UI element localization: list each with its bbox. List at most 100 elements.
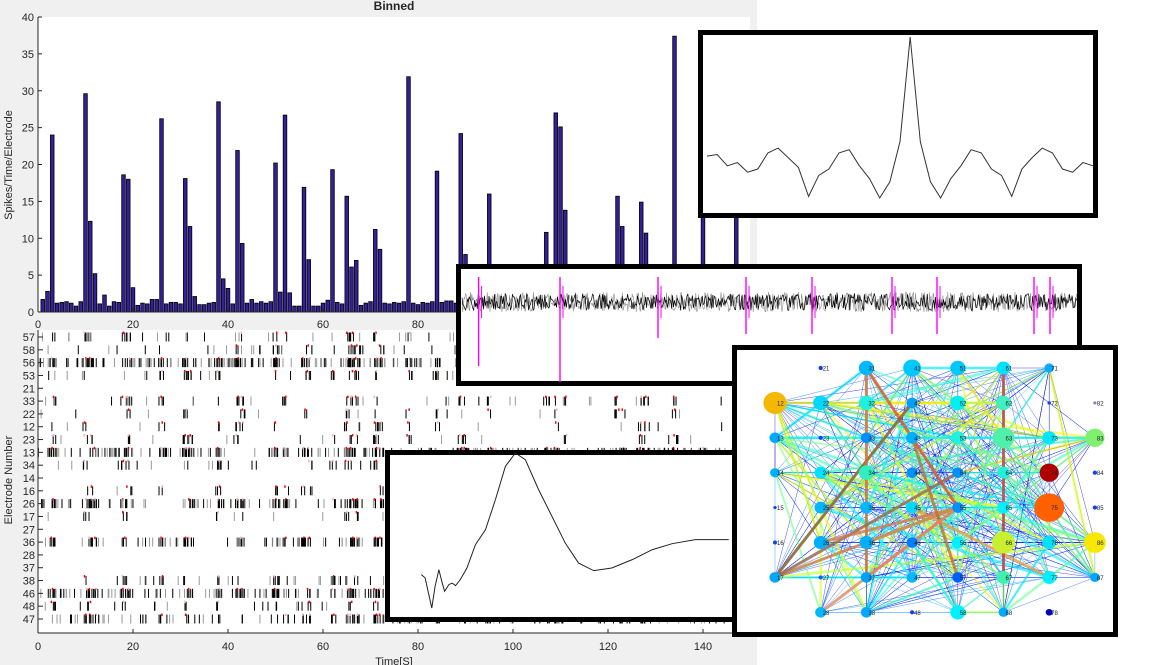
bar — [392, 302, 397, 313]
bar — [259, 301, 264, 313]
bar — [278, 291, 283, 313]
electrode-node — [906, 572, 918, 583]
electrode-label: 47 — [23, 614, 35, 626]
electrode-node — [1090, 572, 1100, 583]
node-label: 12 — [777, 401, 784, 407]
node-label: 33 — [868, 436, 875, 442]
bar — [382, 302, 387, 313]
node-label: 37 — [868, 576, 875, 582]
electrode-node — [769, 572, 781, 583]
node-label: 36 — [868, 541, 875, 547]
node-label: 72 — [1051, 401, 1058, 407]
bar — [420, 302, 425, 313]
bar — [263, 302, 269, 313]
bar — [140, 302, 145, 313]
edge — [865, 541, 914, 613]
bar — [206, 302, 212, 313]
electrode-label: 27 — [23, 524, 35, 536]
node-label: 71 — [1051, 367, 1058, 373]
node-label: 44 — [914, 471, 921, 477]
edge — [957, 576, 1004, 613]
electrode-node — [818, 435, 823, 440]
node-label: 56 — [960, 541, 967, 547]
raster-y-label: Electrode Number — [3, 435, 15, 524]
x-tick-label: 40 — [222, 319, 234, 331]
node-label: 84 — [1097, 471, 1104, 477]
electrode-node — [1042, 535, 1057, 550]
bar — [211, 302, 216, 313]
electrode-node — [1042, 431, 1057, 445]
edge — [957, 367, 1004, 404]
bar — [88, 220, 93, 313]
bar — [363, 302, 368, 313]
electrode-label: 17 — [23, 511, 35, 523]
bar — [325, 299, 330, 313]
node-label: 42 — [914, 401, 921, 407]
electrode-node — [1093, 401, 1097, 405]
bar — [50, 134, 55, 313]
node-label: 65 — [1006, 506, 1013, 512]
edge — [866, 577, 1050, 613]
node-label: 22 — [823, 401, 830, 407]
raster-axis-labels: 5758565321332212231334141626172736283738… — [23, 332, 712, 653]
electrode-node — [818, 575, 823, 580]
electrode-node — [996, 361, 1011, 375]
electrode-node — [1085, 428, 1105, 447]
node-label: 76 — [1051, 541, 1058, 547]
bar — [92, 273, 98, 313]
node-label: 32 — [868, 401, 875, 407]
node-label: 26 — [823, 541, 830, 547]
electrode-node — [903, 359, 922, 377]
edge — [1003, 437, 1096, 543]
edge — [1002, 541, 1051, 613]
bar — [282, 114, 288, 313]
bar — [292, 305, 297, 313]
electrode-node — [998, 607, 1009, 617]
node-label: 87 — [1097, 576, 1104, 582]
electrode-node — [995, 395, 1012, 411]
bar — [297, 305, 302, 313]
electrode-node — [1045, 608, 1053, 616]
node-label: 82 — [1097, 401, 1104, 407]
electrode-node — [1044, 363, 1055, 373]
electrode-node — [950, 605, 966, 620]
edge — [774, 472, 822, 613]
node-label: 85 — [1097, 506, 1104, 512]
edge — [957, 506, 1005, 544]
electrode-node — [951, 536, 965, 549]
edge — [866, 367, 958, 473]
bar — [216, 101, 221, 313]
bar — [197, 304, 202, 313]
bar — [268, 301, 273, 313]
autocorrelation-frame — [698, 30, 1098, 218]
bar — [135, 304, 140, 313]
electrode-label: 37 — [23, 563, 35, 575]
electrode-label: 26 — [23, 499, 35, 511]
edge — [865, 402, 913, 439]
electrode-node — [906, 397, 918, 409]
node-label: 75 — [1051, 506, 1058, 512]
electrode-node — [859, 535, 874, 550]
node-label: 13 — [777, 436, 784, 442]
edge — [774, 436, 913, 509]
bar — [64, 301, 69, 313]
bar — [230, 303, 235, 313]
electrode-label: 57 — [23, 332, 35, 344]
x-tick-label: 0 — [35, 641, 41, 653]
bar — [344, 195, 349, 313]
node-label: 34 — [868, 471, 875, 477]
edge — [912, 367, 1004, 404]
edge — [866, 471, 1050, 509]
edge — [1003, 577, 1095, 613]
bar — [434, 170, 440, 313]
raw-trace-signal — [461, 277, 1078, 382]
electrode-node — [952, 467, 964, 478]
node-label: 53 — [960, 436, 967, 442]
electrode-label: 56 — [23, 358, 35, 370]
node-label: 21 — [823, 367, 830, 373]
bar — [396, 302, 402, 313]
electrode-label: 33 — [23, 396, 35, 408]
bar — [406, 76, 411, 313]
electrode-node — [950, 431, 965, 445]
node-label: 24 — [823, 471, 830, 477]
